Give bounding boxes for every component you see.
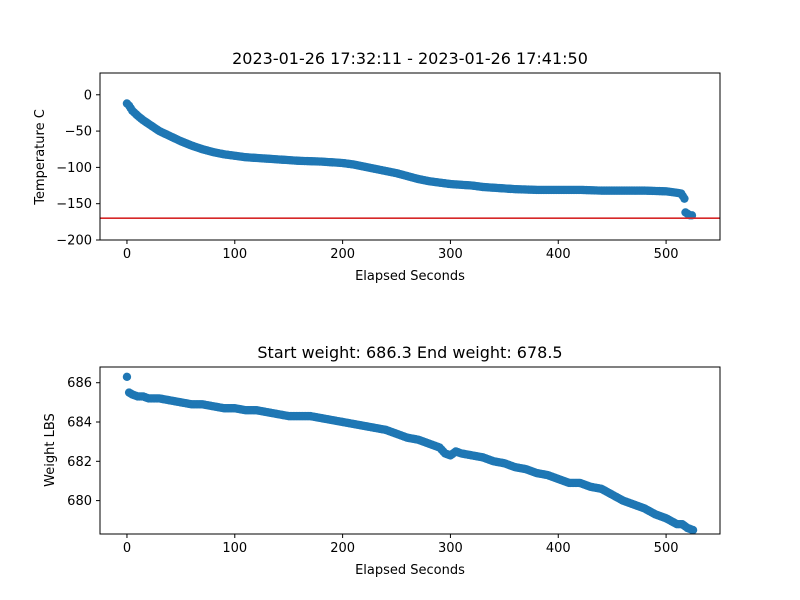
y-tick-label: −150	[56, 197, 92, 212]
temperature-y-ticks: −200 −150 −100 −50 0	[56, 88, 100, 249]
weight-marks	[122, 372, 698, 535]
x-tick-label: 500	[654, 247, 679, 262]
data-point	[688, 525, 698, 535]
x-tick-label: 300	[438, 247, 463, 262]
weight-y-axis-label: Weight LBS	[43, 413, 58, 487]
x-tick-label: 200	[330, 247, 355, 262]
weight-chart: Start weight: 686.3 End weight: 678.5 El…	[43, 343, 721, 578]
x-tick-label: 100	[222, 541, 247, 556]
temperature-chart-title: 2023-01-26 17:32:11 - 2023-01-26 17:41:5…	[232, 49, 588, 68]
temperature-plot-frame	[99, 72, 721, 241]
weight-plot-frame	[99, 366, 721, 535]
x-tick-label: 0	[123, 541, 131, 556]
temperature-marks	[100, 99, 720, 220]
temperature-x-axis-label: Elapsed Seconds	[355, 269, 465, 284]
temperature-chart: 2023-01-26 17:32:11 - 2023-01-26 17:41:5…	[33, 49, 721, 284]
temperature-x-ticks: 0 100 200 300 400 500	[123, 240, 679, 262]
y-tick-label: −50	[65, 125, 92, 140]
weight-x-ticks: 0 100 200 300 400 500	[123, 534, 679, 556]
weight-x-axis-label: Elapsed Seconds	[355, 563, 465, 578]
data-point	[687, 211, 697, 220]
y-tick-label: −200	[56, 234, 92, 249]
temperature-y-axis-label: Temperature C	[33, 109, 48, 206]
x-tick-label: 400	[546, 541, 571, 556]
y-tick-label: 0	[84, 88, 92, 103]
y-tick-label: 682	[67, 455, 92, 470]
x-tick-label: 500	[654, 541, 679, 556]
data-point	[680, 194, 689, 203]
y-tick-label: 686	[67, 376, 92, 391]
x-tick-label: 400	[546, 247, 571, 262]
y-tick-label: 680	[67, 494, 92, 509]
y-tick-label: −100	[56, 161, 92, 176]
x-tick-label: 200	[330, 541, 355, 556]
x-tick-label: 300	[438, 541, 463, 556]
weight-chart-title: Start weight: 686.3 End weight: 678.5	[257, 343, 562, 362]
x-tick-label: 0	[123, 247, 131, 262]
y-tick-label: 684	[67, 416, 92, 431]
data-point	[122, 372, 132, 382]
x-tick-label: 100	[222, 247, 247, 262]
weight-y-ticks: 680 682 684 686	[67, 376, 100, 509]
